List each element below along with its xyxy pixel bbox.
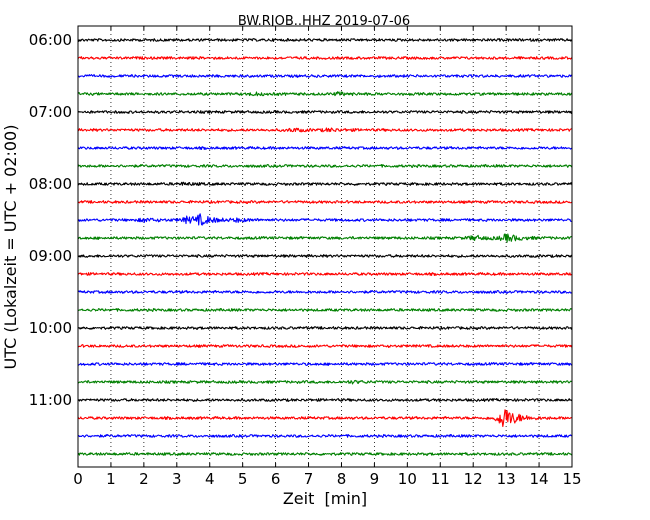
trace-0915	[77, 272, 572, 276]
trace-0630	[77, 74, 573, 78]
y-tick-label: 07:00	[29, 103, 72, 121]
y-tick-label: 11:00	[29, 391, 72, 409]
x-tick-label: 1	[106, 470, 116, 488]
x-tick-label: 5	[238, 470, 248, 488]
x-tick-label: 12	[464, 470, 483, 488]
y-tick-label: 10:00	[29, 319, 72, 337]
x-tick-label: 2	[139, 470, 149, 488]
seismic-traces	[77, 38, 573, 456]
x-tick-label: 10	[398, 470, 417, 488]
trace-0800	[77, 181, 573, 186]
trace-0730	[77, 146, 573, 150]
trace-0615	[77, 56, 573, 60]
y-tick-label: 06:00	[29, 31, 72, 49]
trace-1130	[77, 434, 573, 438]
x-tick-label: 14	[530, 470, 549, 488]
x-tick-label: 8	[337, 470, 347, 488]
plot-area	[78, 26, 572, 467]
plot-frame	[77, 25, 573, 468]
trace-0945	[77, 308, 573, 312]
trace-1000	[77, 326, 573, 330]
trace-1030	[77, 362, 572, 366]
y-axis-label: UTC (Lokalzeit = UTC + 02:00)	[1, 125, 20, 370]
trace-0900	[77, 254, 573, 258]
x-axis-ticks: 0 1 2 3 4 5 6 7 8 9 10 11 12 13 14 15	[73, 26, 582, 488]
x-axis-label: Zeit [min]	[283, 489, 367, 508]
trace-0715	[77, 127, 572, 133]
trace-1100	[77, 398, 573, 402]
y-axis-ticks: 06:00 07:00 08:00 09:00 10:00 11:00	[29, 31, 572, 409]
trace-1045	[77, 379, 573, 385]
x-tick-label: 7	[304, 470, 314, 488]
x-tick-label: 9	[370, 470, 380, 488]
y-tick-label: 09:00	[29, 247, 72, 265]
trace-0600	[77, 38, 573, 42]
trace-0930	[77, 290, 573, 294]
y-tick-label: 08:00	[29, 175, 72, 193]
x-tick-label: 15	[562, 470, 581, 488]
trace-1015	[77, 344, 573, 348]
x-tick-label: 4	[205, 470, 215, 488]
x-tick-label: 3	[172, 470, 182, 488]
trace-0645	[77, 91, 573, 97]
trace-0815	[77, 200, 573, 204]
vertical-grid	[110, 26, 540, 467]
trace-1115	[77, 409, 573, 428]
x-tick-label: 11	[431, 470, 450, 488]
trace-0745	[77, 164, 573, 168]
chart-title: BW.RJOB..HHZ 2019-07-06	[238, 14, 410, 29]
trace-0830	[77, 213, 573, 226]
x-tick-label: 0	[73, 470, 83, 488]
trace-0700	[77, 110, 573, 114]
x-tick-label: 6	[271, 470, 281, 488]
trace-0845	[77, 233, 573, 243]
x-tick-label: 13	[497, 470, 516, 488]
trace-1145	[77, 452, 573, 456]
